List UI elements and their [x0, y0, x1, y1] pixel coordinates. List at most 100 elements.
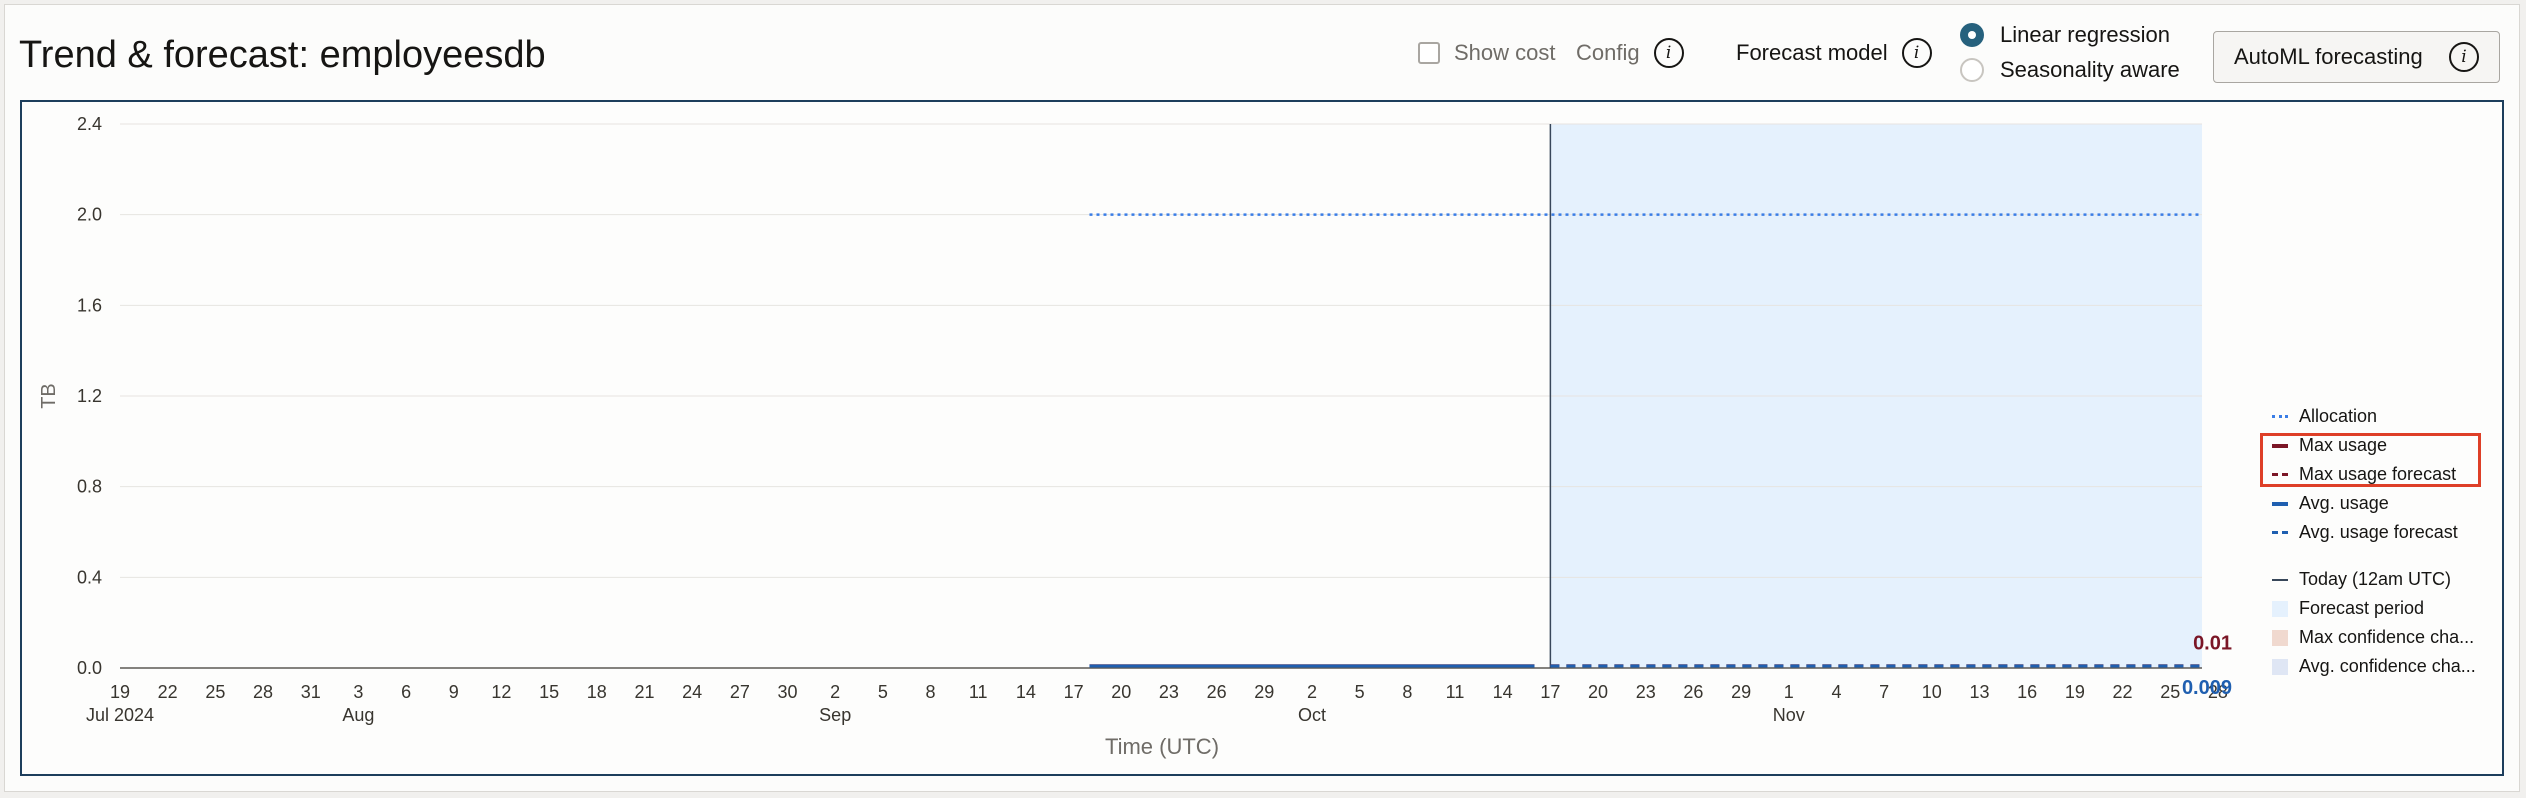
legend-swatch — [2272, 415, 2288, 418]
x-tick-label: 11 — [969, 682, 988, 702]
radio-seasonality-aware[interactable]: Seasonality aware — [1960, 57, 2180, 83]
y-tick-label: 0.8 — [77, 477, 102, 497]
x-tick-label: 23 — [1636, 682, 1656, 702]
legend-item[interactable]: Avg. confidence cha... — [2272, 652, 2476, 681]
config-info-icon[interactable]: i — [1653, 38, 1684, 68]
x-tick-label: 25 — [205, 682, 225, 702]
legend-label: Avg. confidence cha... — [2299, 656, 2476, 676]
legend-label: Today (12am UTC) — [2299, 569, 2452, 589]
x-tick-label: 20 — [1588, 682, 1608, 702]
y-tick-label: 2.4 — [77, 114, 102, 134]
x-tick-label: 7 — [1879, 682, 1889, 702]
radio-selected-icon[interactable] — [1960, 23, 1984, 47]
x-tick-label: 3 — [353, 682, 363, 702]
legend-item[interactable]: Max usage forecast — [2272, 460, 2476, 489]
x-tick-label: 22 — [158, 682, 178, 702]
x-tick-label: 19 — [110, 682, 130, 702]
x-tick-label: 6 — [401, 682, 411, 702]
max-usage-end-label: 0.01 — [2193, 633, 2232, 655]
page-title: Trend & forecast: employeesdb — [19, 34, 546, 76]
x-tick-label: 20 — [1111, 682, 1131, 702]
checkbox-box[interactable] — [1418, 42, 1440, 64]
x-tick-label: 13 — [1969, 682, 1989, 702]
legend-label: Max usage — [2299, 435, 2388, 455]
x-tick-label: 25 — [2160, 682, 2180, 702]
x-month-label: Oct — [1298, 705, 1326, 725]
x-month-label: Aug — [342, 705, 374, 725]
legend-label: Max usage forecast — [2299, 464, 2457, 484]
x-tick-label: 17 — [1540, 682, 1560, 702]
legend-label: Forecast period — [2299, 598, 2425, 618]
x-tick-label: 19 — [2065, 682, 2085, 702]
legend-swatch — [2272, 443, 2288, 448]
radio-unselected-icon[interactable] — [1960, 58, 1984, 82]
legend-swatch — [2272, 531, 2288, 534]
x-tick-label: 10 — [1922, 682, 1942, 702]
legend-label: Allocation — [2299, 406, 2378, 426]
x-tick-label: 9 — [449, 682, 459, 702]
x-tick-label: 1 — [1784, 682, 1794, 702]
legend-swatch — [2272, 578, 2288, 581]
forecast-model-label-group: Forecast model i — [1736, 38, 1932, 68]
x-tick-label: 15 — [539, 682, 559, 702]
x-month-label: Sep — [819, 705, 851, 725]
radio-label-linear-regression: Linear regression — [2000, 22, 2170, 47]
x-month-label: Nov — [1773, 705, 1805, 725]
y-axis-title: TB — [38, 383, 60, 409]
legend-item[interactable]: Today (12am UTC) — [2272, 565, 2476, 594]
avg-usage-end-label: 0.009 — [2182, 677, 2232, 699]
legend-item[interactable]: Forecast period — [2272, 594, 2476, 623]
x-axis-title: Time (UTC) — [1105, 734, 1219, 759]
x-tick-label: 8 — [1402, 682, 1412, 702]
radio-label-seasonality-aware: Seasonality aware — [2000, 57, 2180, 82]
legend-item[interactable]: Avg. usage — [2272, 489, 2476, 518]
legend-item[interactable]: Max usage — [2272, 431, 2476, 460]
y-tick-label: 2.0 — [77, 205, 102, 225]
chart-legend: Allocation Max usage Max usage forecast Avg… — [2272, 402, 2476, 681]
x-tick-label: 4 — [1831, 682, 1841, 702]
config-control[interactable]: Config i — [1576, 38, 1684, 68]
legend-item[interactable]: Avg. usage forecast — [2272, 518, 2476, 547]
legend-swatch — [2272, 473, 2288, 476]
automl-forecasting-label: AutoML forecasting — [2234, 44, 2423, 69]
x-tick-label: 11 — [1446, 682, 1465, 702]
y-tick-label: 1.2 — [77, 386, 102, 406]
x-tick-label: 5 — [1355, 682, 1365, 702]
radio-linear-regression[interactable]: Linear regression — [1960, 22, 2170, 48]
x-tick-label: 29 — [1731, 682, 1751, 702]
x-tick-label: 22 — [2113, 682, 2133, 702]
automl-info-icon[interactable]: i — [2449, 42, 2479, 72]
x-tick-label: 30 — [777, 682, 797, 702]
x-tick-label: 28 — [2208, 682, 2228, 702]
config-label[interactable]: Config — [1576, 40, 1640, 65]
legend-label: Avg. usage — [2299, 493, 2389, 513]
x-tick-label: 26 — [1683, 682, 1703, 702]
y-tick-label: 0.4 — [77, 567, 102, 587]
x-tick-label: 8 — [926, 682, 936, 702]
forecast-model-info-icon[interactable]: i — [1901, 38, 1932, 68]
legend-label: Max confidence cha... — [2299, 627, 2475, 647]
legend-item[interactable]: Allocation — [2272, 402, 2476, 431]
show-cost-checkbox[interactable]: Show cost — [1418, 40, 1556, 66]
x-tick-label: 2 — [1307, 682, 1317, 702]
legend-swatch — [2272, 600, 2288, 617]
x-tick-label: 27 — [730, 682, 750, 702]
x-tick-label: 12 — [491, 682, 511, 702]
x-tick-label: 28 — [253, 682, 273, 702]
chart-frame: 0.0 0.4 0.8 1.2 1.6 2.0 2.4 19 22 25 28 31 3 6 9 12 15 18… — [20, 100, 2504, 776]
legend-swatch — [2272, 658, 2288, 675]
trend-chart: 0.00.40.81.21.62.02.419 22 25 28 31 3 6 9 12 15 18… — [38, 114, 2232, 759]
x-tick-label: 5 — [878, 682, 888, 702]
automl-forecasting-button[interactable]: AutoML forecasting i — [2213, 31, 2500, 83]
x-tick-label: 26 — [1207, 682, 1227, 702]
x-tick-label: 18 — [587, 682, 607, 702]
x-tick-label: 2 — [830, 682, 840, 702]
x-tick-label: 17 — [1064, 682, 1084, 702]
x-tick-label: 24 — [682, 682, 702, 702]
x-tick-label: 14 — [1493, 682, 1513, 702]
show-cost-label: Show cost — [1454, 40, 1556, 65]
legend-label: Avg. usage forecast — [2299, 522, 2458, 542]
y-tick-label: 1.6 — [77, 295, 102, 315]
x-tick-label: 16 — [2017, 682, 2037, 702]
legend-item[interactable]: Max confidence cha... — [2272, 623, 2476, 652]
